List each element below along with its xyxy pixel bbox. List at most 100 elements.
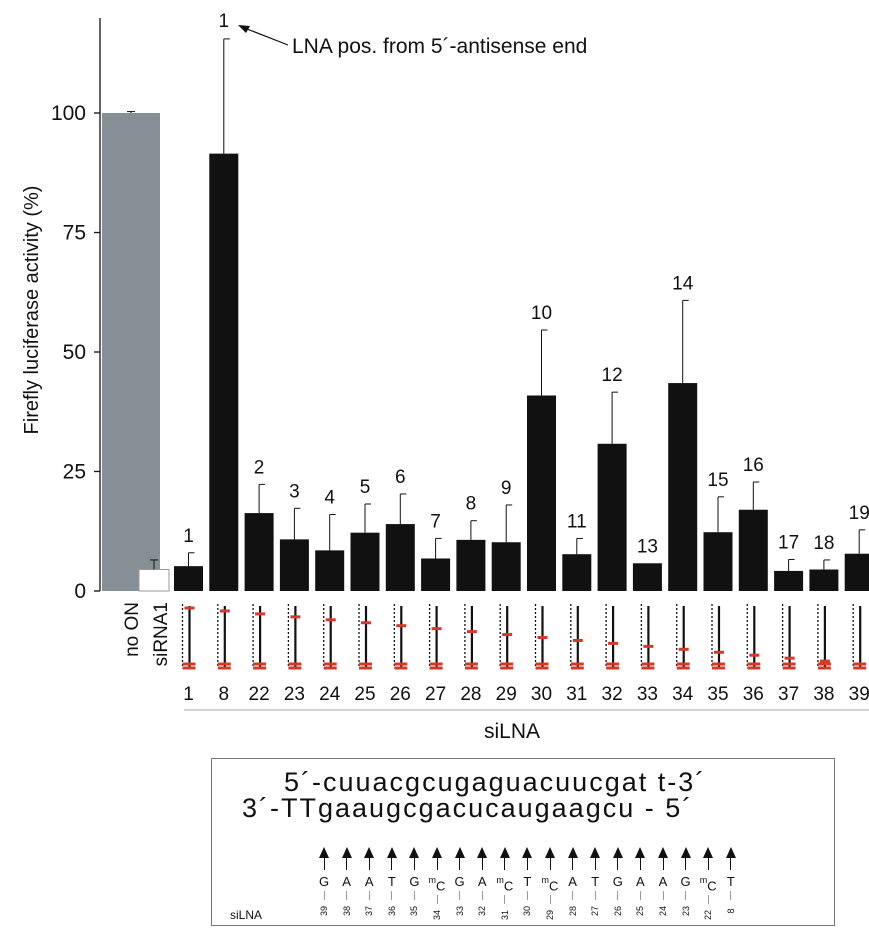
annotation-group: LNA pos. from 5´-antisense end: [238, 25, 587, 58]
bar: [703, 532, 733, 591]
position-number: 36: [386, 906, 397, 917]
position-number: 26: [612, 906, 623, 917]
bar-number-label: 3: [289, 481, 300, 502]
base-modification: m: [541, 875, 550, 885]
position-tick: [368, 891, 370, 900]
sequence-column: A 32: [471, 847, 493, 916]
base-label: T: [523, 874, 532, 889]
control-bar: [102, 113, 160, 591]
position-number: 35: [409, 906, 420, 917]
category-label: 30: [531, 684, 552, 705]
arrow-up-icon: [545, 847, 555, 858]
category-label: 36: [743, 684, 764, 705]
category-label: 28: [460, 684, 481, 705]
annotation-text: LNA pos. from 5´-antisense end: [292, 35, 587, 58]
position-tick: [504, 895, 506, 905]
bar: [385, 524, 415, 591]
position-tick: [391, 891, 393, 900]
base-label: A: [658, 874, 668, 889]
bar-number-label: 4: [324, 488, 335, 509]
sequence-column: G 33: [449, 847, 471, 916]
category-label: 39: [849, 684, 869, 705]
position-number: 34: [432, 910, 442, 921]
sequence-column: A 24: [652, 847, 674, 916]
control-bar: [138, 568, 170, 592]
sequence-label: siLNA: [230, 908, 263, 922]
y-tick-label: 75: [63, 222, 86, 245]
bar: [738, 509, 768, 591]
arrow-up-icon: [386, 847, 397, 858]
arrow-up-icon: [499, 847, 510, 858]
sequence-box: 5´-cuuacgcugaguacuucgat t-3´ 3´-TTgaaugc…: [211, 758, 835, 926]
arrow-up-icon: [703, 847, 714, 858]
arrow-stem: [436, 858, 438, 870]
arrow-stem: [662, 858, 664, 870]
arrow-stem: [730, 858, 732, 870]
category-label: 27: [425, 684, 446, 705]
arrow-up-icon: [432, 847, 442, 858]
category-label: 1: [183, 684, 194, 705]
sequence-column: A 38: [336, 847, 358, 916]
position-tick: [707, 895, 709, 905]
position-tick: [526, 891, 528, 900]
sequence-column: G 26: [607, 847, 629, 916]
sequence-column: mC 31: [494, 847, 516, 920]
arrow-stem: [572, 858, 574, 870]
sequence-column: G 35: [403, 847, 425, 916]
position-number: 33: [454, 906, 465, 917]
arrow-stem: [391, 858, 393, 870]
bar-number-label: 15: [707, 470, 728, 491]
position-number: 30: [522, 906, 533, 917]
position-tick: [617, 891, 619, 900]
base-modification: m: [428, 875, 437, 885]
position-number: 39: [319, 906, 329, 917]
bar: [350, 532, 380, 591]
sequence-column: mC 29: [539, 847, 561, 920]
base-label: mC: [428, 875, 446, 894]
arrow-up-icon: [364, 847, 375, 858]
position-number: 27: [590, 906, 601, 917]
arrow-stem: [617, 858, 619, 870]
category-label: 31: [566, 684, 587, 705]
category-label: 23: [284, 684, 305, 705]
arrow-stem: [346, 858, 348, 870]
bar: [844, 553, 869, 591]
base-label: A: [342, 874, 351, 889]
base-label: T: [726, 874, 735, 889]
base-modification: m: [699, 875, 708, 885]
arrow-up-icon: [635, 847, 646, 858]
y-tick-label: 25: [63, 461, 86, 484]
arrow-up-icon: [477, 847, 488, 858]
arrow-stem: [526, 858, 528, 870]
sequence-column: A 25: [629, 847, 651, 916]
position-tick: [346, 891, 348, 900]
bar: [668, 383, 698, 591]
bar-number-label: 1: [183, 526, 194, 547]
position-tick: [549, 895, 551, 905]
bar: [774, 570, 804, 591]
x-axis-label: siLNA: [484, 720, 540, 743]
y-tick-label: 0: [74, 580, 86, 603]
category-label: 34: [672, 684, 694, 705]
category-label: 37: [778, 684, 799, 705]
position-number: 25: [635, 906, 646, 917]
arrow-stem: [685, 858, 687, 870]
annotation-arrowhead: [238, 25, 250, 33]
category-label: 29: [496, 684, 517, 705]
y-axis-label: Firefly luciferase activity (%): [21, 186, 43, 435]
bar: [421, 558, 451, 591]
base-label: mC: [541, 875, 559, 894]
arrow-up-icon: [454, 847, 465, 858]
position-tick: [572, 891, 574, 900]
arrow-stem: [707, 858, 709, 870]
bar-number-label: 5: [360, 477, 371, 498]
position-number: 32: [477, 906, 488, 917]
arrow-stem: [368, 858, 370, 870]
position-tick: [436, 895, 438, 905]
bar-number-label: 10: [531, 303, 552, 324]
arrow-stem: [481, 858, 483, 870]
arrow-up-icon: [612, 847, 623, 858]
bar: [315, 550, 345, 591]
arrow-up-icon: [725, 847, 736, 858]
